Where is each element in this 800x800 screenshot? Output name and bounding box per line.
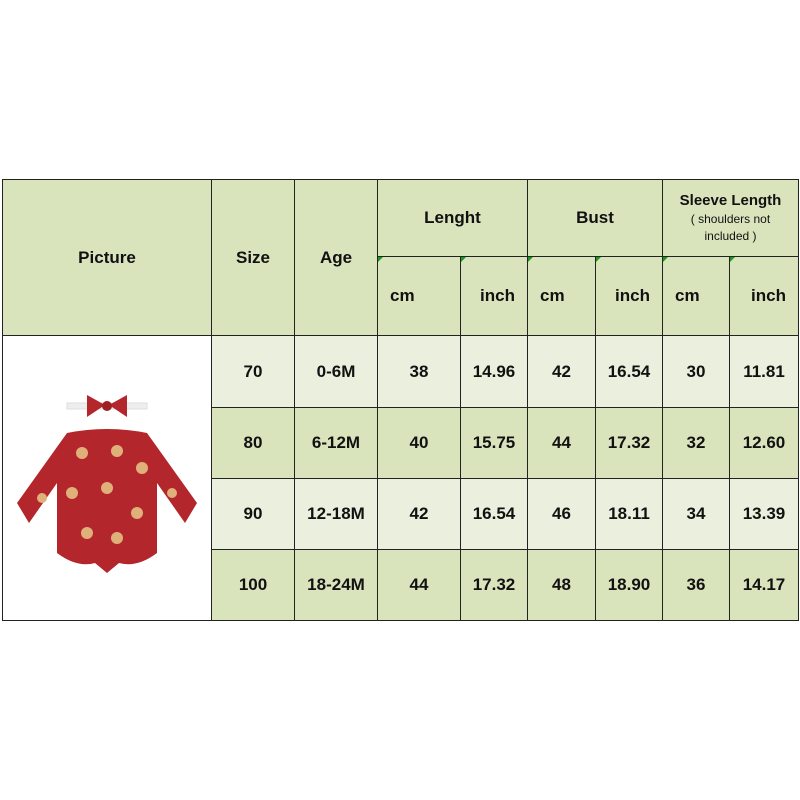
table-cell: 16.54 [460, 478, 528, 550]
table-cell: 18.90 [595, 549, 663, 621]
table-cell: 44 [527, 407, 596, 479]
sleeve-note: ( shoulders not included ) [690, 211, 771, 243]
unit-cm: cm [662, 256, 730, 336]
unit-inch: inch [729, 256, 799, 336]
table-cell: 36 [662, 549, 730, 621]
table-cell: 17.32 [460, 549, 528, 621]
product-image [17, 395, 197, 573]
table-cell: 18.11 [595, 478, 663, 550]
table-cell: 12-18M [294, 478, 378, 550]
table-cell: 90 [211, 478, 295, 550]
table-cell: 6-12M [294, 407, 378, 479]
table-cell: 30 [662, 335, 730, 408]
table-cell: 100 [211, 549, 295, 621]
table-cell: 14.96 [460, 335, 528, 408]
table-cell: 70 [211, 335, 295, 408]
header-size: Size [211, 179, 295, 336]
product-picture [2, 335, 212, 621]
table-cell: 34 [662, 478, 730, 550]
unit-cm: cm [527, 256, 596, 336]
table-cell: 18-24M [294, 549, 378, 621]
table-cell: 80 [211, 407, 295, 479]
table-cell: 42 [377, 478, 461, 550]
table-cell: 0-6M [294, 335, 378, 408]
table-cell: 42 [527, 335, 596, 408]
table-cell: 44 [377, 549, 461, 621]
table-cell: 16.54 [595, 335, 663, 408]
table-cell: 40 [377, 407, 461, 479]
table-cell: 17.32 [595, 407, 663, 479]
unit-cm: cm [377, 256, 461, 336]
header-picture: Picture [2, 179, 212, 336]
header-sleeve: Sleeve Length ( shoulders not included ) [662, 179, 799, 257]
table-cell: 12.60 [729, 407, 799, 479]
table-cell: 14.17 [729, 549, 799, 621]
header-bust: Bust [527, 179, 663, 257]
unit-inch: inch [595, 256, 663, 336]
sleeve-title: Sleeve Length [679, 191, 782, 209]
header-length: Lenght [377, 179, 528, 257]
table-cell: 11.81 [729, 335, 799, 408]
table-cell: 38 [377, 335, 461, 408]
table-cell: 48 [527, 549, 596, 621]
unit-inch: inch [460, 256, 528, 336]
table-cell: 46 [527, 478, 596, 550]
table-cell: 32 [662, 407, 730, 479]
table-cell: 15.75 [460, 407, 528, 479]
header-age: Age [294, 179, 378, 336]
table-cell: 13.39 [729, 478, 799, 550]
